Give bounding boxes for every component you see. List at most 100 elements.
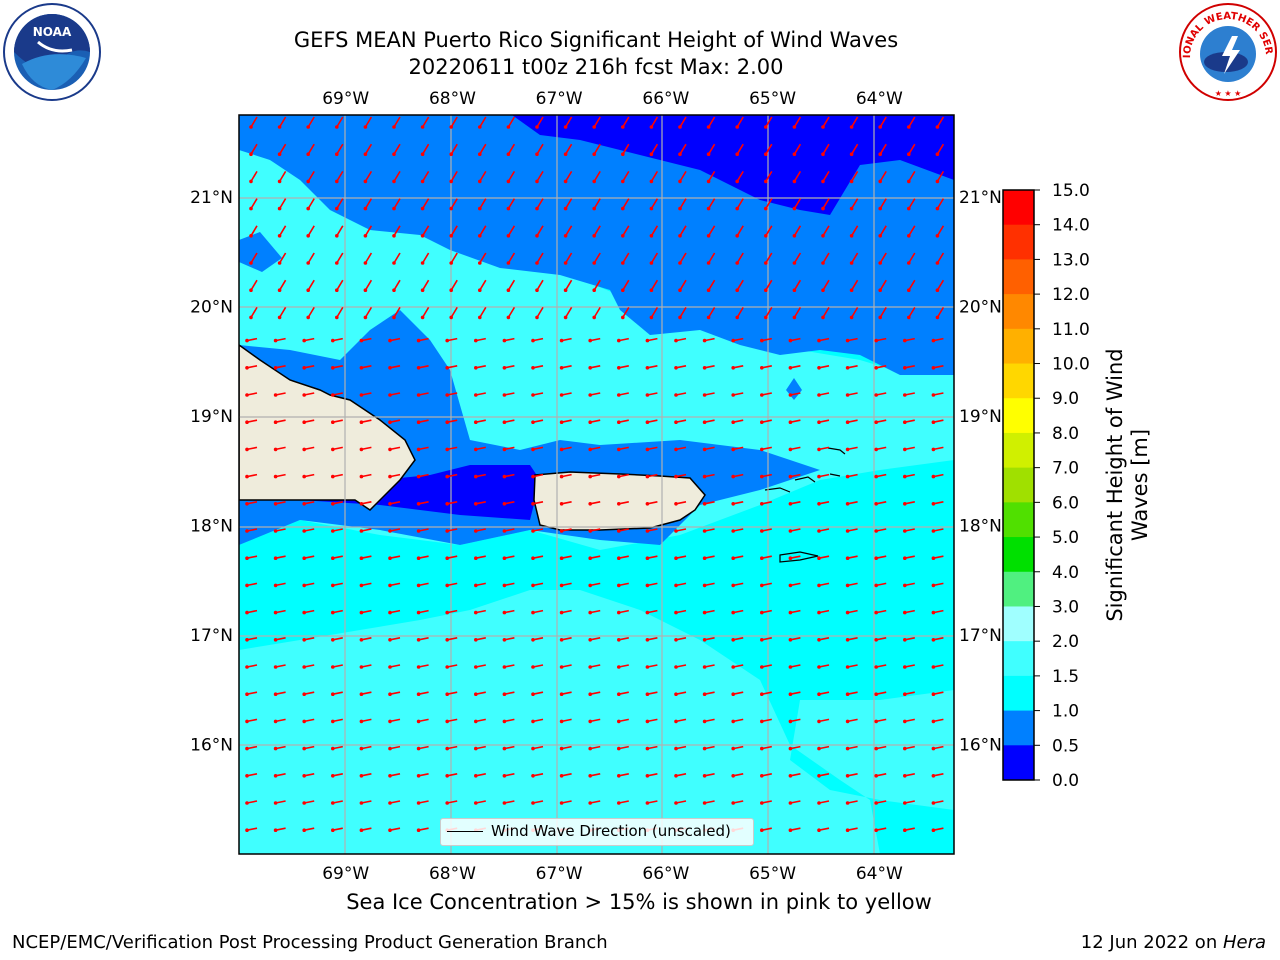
wave-direction-arrow [702,800,715,805]
wave-direction-arrow [388,609,401,615]
wave-direction-arrow [359,827,372,832]
wave-direction-arrow [416,773,429,778]
map-gridlines [239,115,954,854]
wave-direction-arrow [845,555,858,560]
wave-direction-arrow [903,800,915,805]
wave-direction-arrow [420,306,430,320]
wave-direction-arrow [764,198,773,211]
wave-direction-arrow [678,279,687,293]
wave-direction-arrow [788,827,801,832]
wave-direction-arrow [563,225,573,238]
colorbar-segment [1003,467,1034,503]
wave-direction-arrow [731,691,744,696]
wave-direction-arrow [702,773,715,778]
wave-direction-arrow [817,800,830,805]
axis-labels: 69°W 69°W 68°W 68°W 67°W 67°W 66°W 66°W 65°W 65°W… [190,89,1002,884]
wave-direction-arrow [874,609,887,615]
wave-direction-arrow [788,473,801,479]
wave-direction-arrow [760,718,772,724]
wave-direction-arrow [817,473,830,479]
wave-direction-arrow [845,582,858,588]
wave-direction-arrow [506,198,516,211]
wave-direction-arrow [363,170,373,184]
wave-direction-arrow [845,609,858,615]
wave-direction-arrow [302,446,315,452]
wave-direction-arrow [359,365,372,370]
wave-direction-arrow [331,419,343,425]
wave-direction-arrow [874,773,887,778]
wave-direction-arrow [903,827,915,832]
wave-direction-arrow [273,691,286,696]
wave-direction-arrow [588,473,601,479]
wave-direction-arrow [531,337,544,343]
wave-direction-arrow [245,392,258,397]
wave-direction-arrow [731,446,744,452]
wave-direction-arrow [331,501,343,506]
wave-direction-arrow [931,773,944,778]
wave-direction-arrow [649,279,659,293]
wave-direction-arrow [645,582,658,588]
wave-direction-arrow [621,225,630,238]
wave-direction-arrow [335,198,344,211]
wave-direction-arrow [277,279,287,293]
wave-direction-arrow [359,392,372,397]
wave-direction-arrow [935,116,945,129]
wave-direction-arrow [474,609,486,615]
wave-direction-arrow [878,225,887,238]
wave-direction-arrow [535,225,544,238]
wave-direction-arrow [849,252,859,265]
wave-direction-arrow [420,279,430,293]
wave-direction-arrow [874,419,887,425]
wave-direction-arrow [249,170,258,184]
wave-direction-arrow [363,198,373,211]
wave-direction-arrow [331,664,343,669]
wave-direction-arrow [335,143,344,156]
wave-direction-arrow [445,365,458,370]
wave-direction-arrow [249,306,258,320]
wave-direction-arrow [531,664,544,669]
chart-title: GEFS MEAN Puerto Rico Significant Height… [293,28,899,52]
wave-direction-arrow [645,637,658,642]
wave-direction-arrow [903,501,915,506]
wave-direction-arrow [245,664,258,669]
wave-direction-arrow [449,225,458,238]
wave-direction-arrow [302,773,315,778]
wave-direction-arrow [788,365,801,370]
wave-direction-arrow [359,800,372,805]
wave-direction-arrow [388,473,401,479]
wave-direction-arrow [674,745,687,751]
wave-direction-arrow [588,528,601,533]
footer-host: Hera [1222,932,1266,953]
hispaniola-land [239,344,416,511]
colorbar-segment [1003,432,1034,469]
wave-direction-arrow [821,306,830,320]
colorbar-tick-label: 10.0 [1052,355,1090,375]
wave-direction-arrow [649,116,659,129]
wave-direction-arrow [331,691,343,696]
wave-direction-arrow [702,501,715,506]
wave-direction-arrow [588,337,601,343]
wave-direction-arrow [874,501,887,506]
wave-direction-arrow [478,143,487,156]
wave-direction-arrow [359,582,372,588]
wave-direction-arrow [388,800,401,805]
wave-direction-arrow [845,528,858,533]
wave-direction-arrow [849,225,859,238]
wave-direction-arrow [416,473,429,479]
wave-direction-arrow [845,501,858,506]
wave-direction-arrow [935,143,945,156]
wave-direction-arrow [788,800,801,805]
lat-label-right: 19°N [959,407,1002,427]
wave-direction-arrow [588,718,601,724]
wave-direction-arrow [931,664,944,669]
colorbar-segment [1003,571,1034,607]
wave-direction-arrow [845,365,858,370]
wave-direction-arrow [674,337,687,343]
wave-direction-arrow [645,419,658,425]
wave-direction-arrow [445,473,458,479]
wave-direction-arrow [760,419,772,425]
wave-direction-arrow [559,365,572,370]
wave-direction-arrow [731,555,744,560]
wave-direction-arrow [306,225,315,238]
wave-direction-arrow [306,170,315,184]
